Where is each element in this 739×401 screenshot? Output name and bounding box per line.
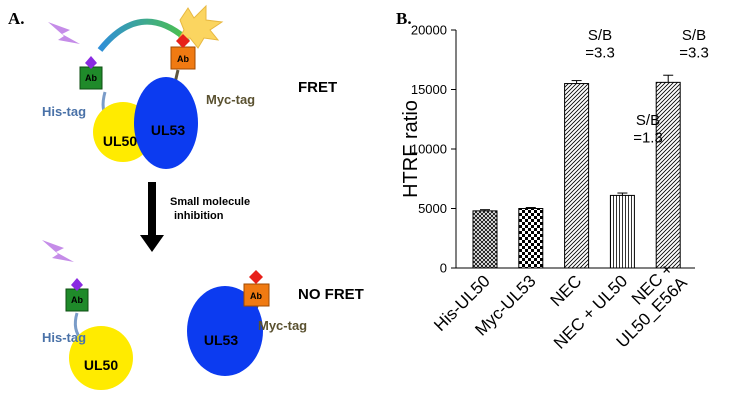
ab-label: Ab (71, 295, 83, 305)
ab-label: Ab (250, 291, 262, 301)
acceptor-label (176, 34, 190, 48)
bar (609, 194, 635, 269)
annotation: S/B =3.3 (585, 27, 615, 61)
light-icon (42, 240, 74, 262)
ul50-protein (69, 326, 133, 390)
acceptor-label (249, 270, 263, 284)
donor-label (71, 278, 83, 291)
ul53-protein (134, 77, 198, 169)
step-arrow (140, 182, 164, 252)
annotation: S/B =1.3 (633, 112, 663, 146)
state-label: NO FRET (298, 286, 364, 303)
x-tick-label: NEC +UL50_E56A (599, 259, 692, 352)
step-label: inhibition (174, 210, 224, 222)
tag-label: His-tag (42, 330, 86, 345)
y-tick-label: 0 (440, 261, 447, 276)
y-tick-label: 15000 (411, 82, 447, 97)
step-label: Small molecule (170, 196, 250, 208)
bar (518, 208, 544, 269)
tag-label: Myc-tag (258, 318, 307, 333)
x-tick-label: NEC (547, 271, 586, 310)
protein-label: UL50 (103, 133, 137, 149)
bar (472, 210, 498, 269)
bar (655, 81, 681, 269)
light-icon (48, 22, 80, 44)
transfer-arrow (97, 18, 187, 52)
tag-label: His-tag (42, 104, 86, 119)
y-tick-label: 5000 (418, 201, 447, 216)
protein-label: UL50 (84, 357, 118, 373)
y-axis-label: HTRF ratio (400, 100, 422, 198)
state-label: FRET (298, 79, 337, 96)
bar (564, 83, 590, 269)
panel-label: B. (396, 9, 412, 28)
antibody (243, 283, 270, 307)
ab-label: Ab (177, 54, 189, 64)
panel-a: A. Ab Ab His-tag Myc-tag UL50 UL53 FRET … (8, 4, 364, 390)
annotation: S/B =3.3 (679, 27, 709, 61)
protein-label: UL53 (151, 122, 185, 138)
tag-label: Myc-tag (206, 92, 255, 107)
ab-label: Ab (85, 73, 97, 83)
donor-label (85, 56, 97, 69)
protein-label: UL53 (204, 332, 238, 348)
panel-label: A. (8, 9, 25, 28)
y-tick-label: 20000 (411, 23, 447, 38)
y-tick-label: 10000 (411, 142, 447, 157)
ul53-protein (187, 286, 263, 376)
